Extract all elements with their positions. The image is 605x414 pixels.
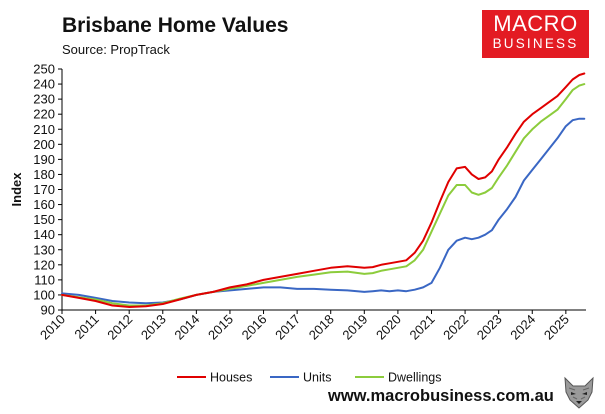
y-tick-label: 180 [33, 167, 55, 182]
x-tick-label: 2014 [171, 312, 202, 343]
series-line-units [61, 117, 586, 305]
x-tick-label: 2018 [306, 312, 337, 343]
x-tick-label: 2011 [71, 312, 101, 342]
x-tick-label: 2012 [104, 312, 135, 343]
x-tick-label: 2023 [474, 312, 505, 343]
x-tick-label: 2013 [138, 312, 169, 343]
y-axis-title: Index [9, 172, 24, 207]
y-tick-label: 250 [33, 62, 55, 77]
y-tick-label: 140 [33, 227, 55, 242]
y-tick-label: 220 [33, 107, 55, 122]
x-tick-label: 2017 [272, 312, 303, 343]
wolf-logo-icon [564, 376, 594, 409]
y-tick-label: 230 [33, 92, 55, 107]
logo-line1: MACRO [493, 11, 578, 36]
legend-label-units: Units [303, 371, 331, 385]
y-tick-label: 120 [33, 257, 55, 272]
y-tick-label: 240 [33, 77, 55, 92]
y-tick-label: 90 [41, 303, 55, 318]
x-tick-label: 2025 [541, 312, 572, 343]
chart-title: Brisbane Home Values [62, 14, 289, 37]
y-tick-label: 200 [33, 137, 55, 152]
y-tick-label: 160 [33, 197, 55, 212]
x-tick-label: 2021 [407, 312, 438, 343]
y-tick-label: 190 [33, 152, 55, 167]
series-line-dwellings [61, 83, 586, 307]
y-tick-label: 100 [33, 287, 55, 302]
y-tick-label: 170 [33, 182, 55, 197]
chart-source: Source: PropTrack [62, 42, 170, 57]
y-tick-label: 110 [34, 272, 55, 287]
x-tick-label: 2015 [205, 312, 236, 343]
x-tick-label: 2024 [507, 312, 538, 343]
x-tick-label: 2022 [440, 312, 471, 343]
series-line-houses [61, 72, 586, 308]
y-tick-label: 210 [33, 122, 55, 137]
chart-legend: Houses Units Dwellings [177, 371, 442, 385]
x-tick-label: 2019 [339, 312, 370, 343]
x-tick-label: 2020 [373, 312, 404, 343]
x-tick-label: 2016 [239, 312, 270, 343]
y-tick-label: 130 [33, 242, 55, 257]
logo-line2: BUSINESS [492, 36, 579, 51]
legend-label-dwellings: Dwellings [388, 371, 442, 385]
footer-url[interactable]: www.macrobusiness.com.au [328, 387, 554, 405]
legend-label-houses: Houses [210, 371, 252, 385]
y-tick-label: 150 [33, 212, 55, 227]
chart-series [61, 72, 586, 308]
macrobusiness-logo: MACRO BUSINESS [482, 10, 589, 58]
